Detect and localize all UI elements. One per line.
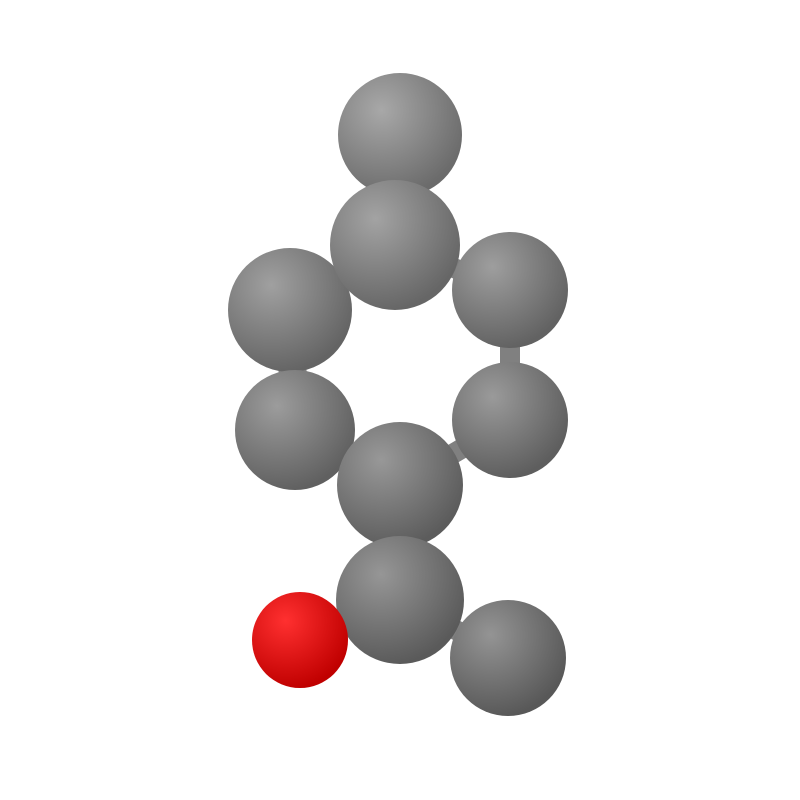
atom-c-c6 xyxy=(452,362,568,478)
atom-c-c5 xyxy=(235,370,355,490)
atom-c-c7 xyxy=(337,422,463,548)
atom-c-c1 xyxy=(338,73,462,197)
molecule-viewer[interactable] xyxy=(0,0,800,800)
atom-c-c2 xyxy=(330,180,460,310)
atom-o-o1 xyxy=(252,592,348,688)
atom-c-c8 xyxy=(336,536,464,664)
atom-c-c9 xyxy=(450,600,566,716)
atom-c-c4 xyxy=(452,232,568,348)
